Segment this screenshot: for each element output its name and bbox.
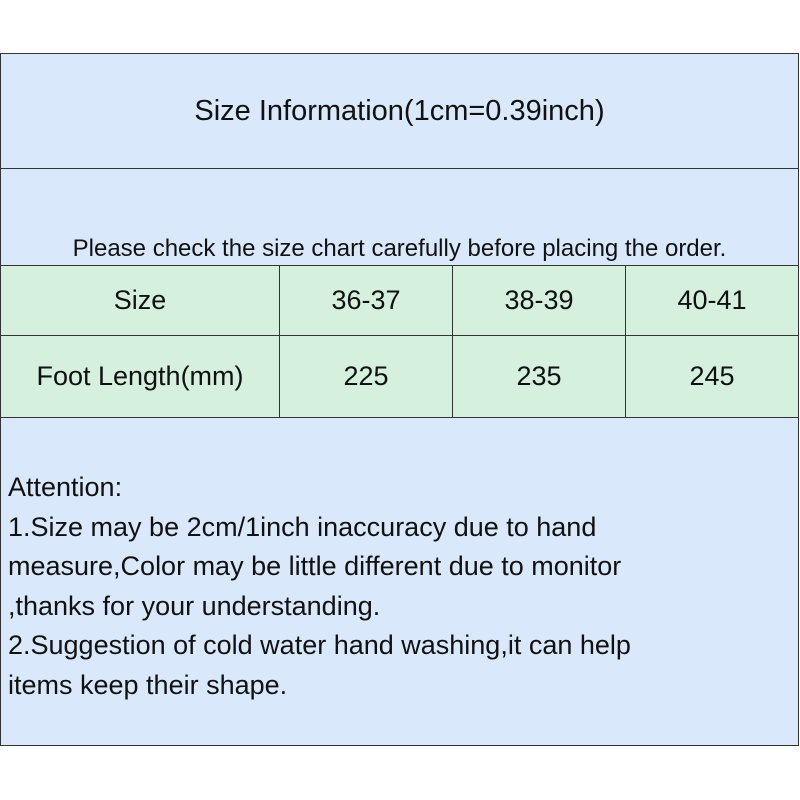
note-line: 1.Size may be 2cm/1inch inaccuracy due t… [8,511,597,542]
table-cell: 38-39 [453,266,626,335]
attention-notes: Attention: 1.Size may be 2cm/1inch inacc… [1,418,798,745]
size-chart: Size Information(1cm=0.39inch) Please ch… [0,53,799,746]
chart-subtitle: Please check the size chart carefully be… [1,169,798,266]
table-cell: 40-41 [677,285,747,315]
table-cell: 235 [453,336,626,417]
note-line: 2.Suggestion of cold water hand washing,… [8,630,631,660]
row-header: Foot Length(mm) [1,336,280,417]
table-row: Size 36-37 38-39 40-41 [1,266,798,336]
chart-title: Size Information(1cm=0.39inch) [1,54,798,169]
note-line: Attention: [8,472,123,502]
table-row: Foot Length(mm) 225 235 245 [1,336,798,418]
note-line: ,thanks for your understanding. [8,590,381,621]
row-header: Size [1,266,280,335]
table-cell: 225 [280,336,453,417]
note-line: measure,Color may be little different du… [8,551,622,581]
table-cell: 245 [689,361,735,391]
note-line: items keep their shape. [8,669,288,700]
table-cell: 36-37 [280,266,453,335]
